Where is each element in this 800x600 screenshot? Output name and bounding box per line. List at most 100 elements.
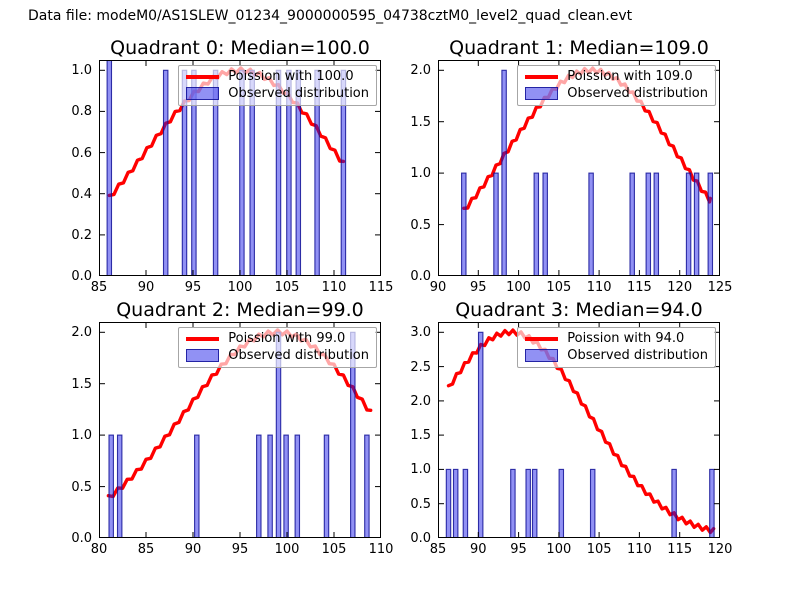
quadrant-1-title: Quadrant 1: Median=109.0 — [449, 37, 709, 59]
axes-frame — [438, 322, 720, 538]
y-tick-label: 2.5 — [410, 359, 431, 375]
histogram-bar — [462, 468, 469, 538]
legend-patch-swatch — [186, 87, 220, 100]
histogram-bar — [283, 434, 289, 538]
y-tick-label: 1.5 — [410, 114, 431, 130]
histogram-bar — [267, 434, 273, 538]
legend-line-label: Poission with 99.0 — [228, 331, 346, 346]
histogram-bar — [194, 434, 200, 538]
histogram-bar — [685, 172, 692, 276]
legend-line-label: Poission with 109.0 — [567, 69, 693, 84]
y-tick-label: 0.5 — [410, 217, 431, 233]
histogram-bar — [693, 172, 700, 276]
x-tick-label: 95 — [184, 280, 202, 295]
histogram-bar — [493, 172, 499, 276]
datafile-title: Data file: modeM0/AS1SLEW_01234_90000005… — [28, 8, 633, 24]
x-tick-label: 115 — [667, 542, 693, 557]
x-tick-label: 115 — [627, 280, 652, 295]
histogram-bar — [501, 69, 507, 276]
y-tick-label: 0.4 — [71, 186, 92, 202]
histogram-bar — [645, 172, 652, 276]
y-tick-label: 2.0 — [410, 393, 431, 409]
quadrant-3-title: Quadrant 3: Median=94.0 — [455, 299, 703, 321]
y-tick-label: 0.0 — [71, 269, 92, 284]
histogram-bar — [256, 434, 262, 538]
x-tick-label: 90 — [137, 280, 155, 295]
y-tick-label: 0.5 — [410, 496, 431, 512]
y-tick-label: 0.0 — [410, 531, 431, 546]
histogram-bar — [108, 434, 114, 538]
histogram-bar — [116, 434, 123, 538]
histogram-bar — [653, 172, 660, 276]
x-tick-label: 80 — [90, 542, 108, 557]
legend-line-swatch — [186, 336, 220, 341]
x-tick-label: 110 — [368, 542, 394, 557]
y-tick-label: 2.0 — [71, 325, 92, 341]
x-tick-label: 110 — [321, 280, 347, 295]
histogram-bar — [533, 172, 540, 276]
histogram-bar — [461, 172, 467, 276]
legend-row-curve: Poission with 109.0 — [525, 68, 708, 85]
legend-row-bars: Observed distribution — [525, 347, 708, 364]
legend-line-swatch — [525, 336, 559, 341]
x-tick-label: 120 — [707, 542, 733, 557]
poisson-curve — [446, 328, 716, 535]
y-tick-label: 1.0 — [71, 63, 92, 79]
x-tick-label: 90 — [470, 542, 487, 557]
legend-line-swatch — [525, 74, 559, 79]
legend-line-swatch — [186, 74, 220, 79]
y-tick-label: 0.8 — [71, 104, 92, 120]
x-tick-label: 105 — [274, 280, 300, 295]
x-tick-label: 110 — [586, 280, 612, 295]
y-tick-label: 1.5 — [410, 428, 431, 444]
legend-patch-swatch — [186, 349, 220, 362]
histogram-bar — [707, 172, 714, 276]
histogram-bar — [558, 468, 565, 538]
x-tick-label: 100 — [227, 280, 253, 295]
y-tick-label: 1.0 — [71, 428, 92, 444]
x-tick-label: 115 — [368, 280, 394, 295]
legend-line-label: Poission with 100.0 — [228, 69, 354, 84]
histogram-bar — [106, 60, 113, 276]
x-tick-label: 120 — [667, 280, 693, 295]
x-tick-label: 90 — [184, 542, 202, 557]
histogram-bar — [452, 468, 459, 538]
quadrant-2-title: Quadrant 2: Median=99.0 — [116, 299, 364, 321]
y-tick-label: 1.5 — [71, 376, 92, 392]
x-tick-label: 100 — [546, 542, 572, 557]
y-tick-label: 1.0 — [410, 462, 431, 478]
histogram-bar — [294, 434, 301, 538]
x-tick-label: 85 — [429, 542, 447, 557]
histogram-bar — [525, 468, 531, 538]
x-tick-label: 110 — [627, 542, 652, 557]
histogram-bar — [445, 468, 452, 538]
axes-frame — [99, 60, 381, 276]
histogram-bar — [477, 331, 484, 538]
quadrant-3-legend: Poission with 94.0 Observed distribution — [517, 327, 716, 368]
x-tick-label: 95 — [231, 542, 249, 557]
axes-frame — [438, 60, 720, 276]
axes-frame — [99, 322, 381, 538]
x-tick-label: 100 — [506, 280, 531, 295]
x-tick-label: 95 — [510, 542, 527, 557]
histogram-bar — [364, 434, 370, 538]
legend-patch-swatch — [525, 87, 559, 100]
legend-patch-label: Observed distribution — [228, 348, 369, 363]
histogram-bar — [510, 468, 516, 538]
y-tick-label: 0.0 — [71, 531, 92, 546]
quadrant-0-title: Quadrant 0: Median=100.0 — [110, 37, 370, 59]
x-tick-label: 95 — [470, 280, 487, 295]
y-tick-label: 0.6 — [71, 145, 92, 161]
histogram-bar — [588, 172, 594, 276]
histogram-bar — [671, 468, 677, 538]
x-tick-label: 105 — [546, 280, 572, 295]
histogram-bar — [323, 434, 330, 538]
histogram-bar — [629, 172, 635, 276]
x-tick-label: 105 — [321, 542, 347, 557]
legend-patch-label: Observed distribution — [567, 348, 708, 363]
y-tick-label: 1.0 — [410, 166, 431, 182]
histogram-bar — [589, 468, 596, 538]
legend-patch-label: Observed distribution — [567, 86, 708, 101]
y-tick-label: 2.0 — [410, 63, 431, 79]
legend-row-curve: Poission with 100.0 — [186, 68, 369, 85]
